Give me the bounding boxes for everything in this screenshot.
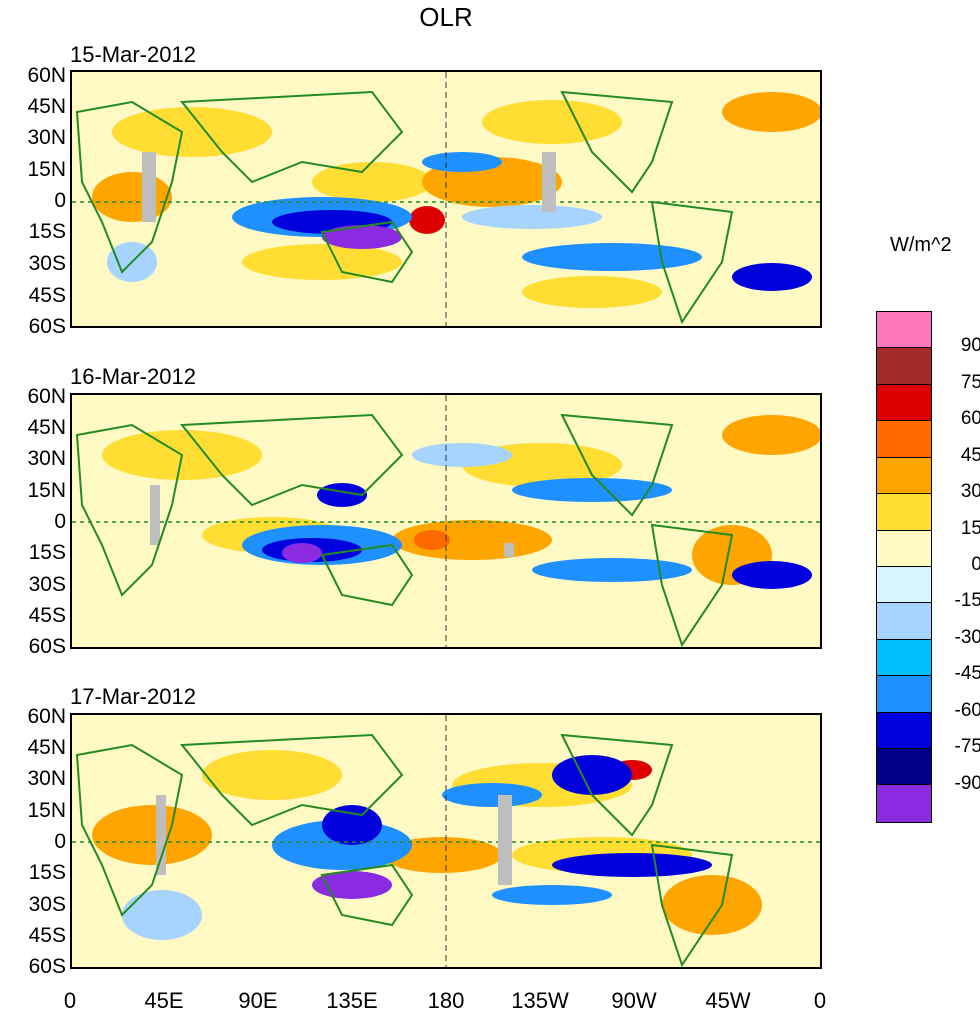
colorbar-swatch	[877, 457, 931, 495]
colorbar-swatch	[877, 348, 931, 385]
lat-label: 30S	[28, 252, 66, 275]
colorbar-label: 45	[960, 444, 980, 466]
lon-label: 0	[63, 988, 77, 1013]
colorbar-label: -60	[954, 699, 980, 721]
lat-label: 45N	[27, 416, 66, 439]
lat-label: 30S	[28, 893, 66, 916]
colorbar-label: -30	[954, 626, 980, 648]
lat-label: 0	[54, 510, 66, 533]
panel-1-date: 15-Mar-2012	[70, 42, 196, 67]
lat-label: 60N	[27, 705, 66, 728]
lat-label: 60N	[27, 64, 66, 87]
lat-label: 15S	[28, 861, 66, 884]
colorbar-swatch	[877, 494, 931, 531]
colorbar-label: -75	[954, 736, 980, 758]
colorbar-swatch	[877, 785, 931, 822]
lon-label: 45E	[144, 988, 184, 1013]
lon-label: 90E	[238, 988, 278, 1013]
colorbar-swatch	[877, 603, 931, 640]
colorbar	[876, 311, 932, 823]
colorbar-swatch	[877, 312, 931, 349]
colorbar-swatch	[877, 421, 931, 458]
lat-label: 15S	[28, 541, 66, 564]
olr-map-2	[72, 395, 820, 647]
colorbar-swatch	[877, 676, 931, 713]
panel-3-date: 17-Mar-2012	[70, 684, 196, 709]
colorbar-swatch	[877, 749, 931, 786]
olr-map-1	[72, 72, 820, 326]
lat-label: 30N	[27, 126, 66, 149]
colorbar-label: 75	[960, 371, 980, 393]
lon-label: 45W	[705, 988, 751, 1013]
lat-label: 15N	[27, 799, 66, 822]
map-panel-1	[70, 70, 822, 328]
lon-label: 90W	[611, 988, 657, 1013]
colorbar-label: -15	[954, 590, 980, 612]
lat-label: 15N	[27, 479, 66, 502]
colorbar-swatch	[877, 530, 931, 567]
map-panel-2	[70, 393, 822, 649]
lat-label: 30S	[28, 573, 66, 596]
lon-label: 135E	[326, 988, 378, 1013]
lat-label: 45S	[28, 604, 66, 627]
lat-label: 15S	[28, 220, 66, 243]
lat-label: 30N	[27, 767, 66, 790]
olr-map-3	[72, 715, 820, 967]
lon-label: 135W	[511, 988, 569, 1013]
lat-label: 45N	[27, 95, 66, 118]
panel-2-date: 16-Mar-2012	[70, 364, 196, 389]
colorbar-label: 15	[960, 517, 980, 539]
colorbar-label: -45	[954, 663, 980, 685]
colorbar-swatch	[877, 384, 931, 422]
lat-label: 60N	[27, 385, 66, 408]
lon-label: 180	[427, 988, 465, 1013]
lat-label: 45S	[28, 284, 66, 307]
lat-label: 45S	[28, 924, 66, 947]
map-panel-3	[70, 713, 822, 969]
lat-label: 60S	[28, 955, 66, 978]
lat-label: 15N	[27, 158, 66, 181]
lat-label: 60S	[28, 315, 66, 338]
lat-label: 45N	[27, 736, 66, 759]
lat-label: 0	[54, 189, 66, 212]
lat-label: 30N	[27, 447, 66, 470]
colorbar-swatch	[877, 712, 931, 750]
colorbar-swatch	[877, 639, 931, 677]
lat-label: 0	[54, 830, 66, 853]
colorbar-label: 0	[971, 554, 980, 575]
colorbar-label: 30	[960, 481, 980, 503]
units-label: W/m^2	[890, 234, 952, 256]
colorbar-label: -90	[954, 772, 980, 794]
colorbar-swatch	[877, 566, 931, 604]
lat-label: 60S	[28, 635, 66, 658]
figure-title: OLR	[419, 2, 473, 32]
colorbar-label: 90	[960, 335, 980, 357]
colorbar-label: 60	[960, 408, 980, 430]
lon-label: 0	[813, 988, 827, 1013]
